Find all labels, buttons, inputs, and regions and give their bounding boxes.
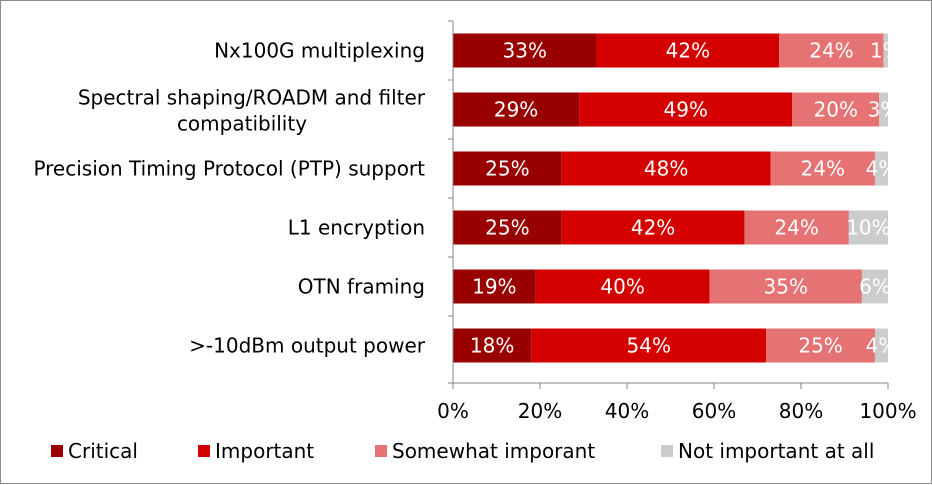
legend-label: Not important at all — [678, 439, 874, 463]
x-tick-label: 100% — [859, 399, 916, 423]
bar-value-label: 49% — [663, 98, 707, 122]
bar-value-label: 10% — [846, 216, 890, 240]
bar-segment — [770, 151, 875, 186]
legend-label: Somewhat imporant — [392, 439, 595, 463]
bar-segment — [579, 92, 793, 127]
bar-segment — [744, 210, 849, 245]
legend-swatch — [661, 445, 673, 457]
x-tick-label: 0% — [437, 399, 469, 423]
legend-swatch — [51, 445, 63, 457]
bar-value-label: 33% — [503, 39, 547, 63]
category-label: Precision Timing Protocol (PTP) support — [33, 157, 425, 181]
bar-value-label: 20% — [814, 98, 858, 122]
bar-segment — [792, 92, 880, 127]
bar-value-label: 35% — [764, 275, 808, 299]
bar-segment — [535, 269, 710, 304]
x-tick-label: 20% — [518, 399, 562, 423]
bar-value-label: 54% — [627, 334, 671, 358]
bar-segment — [453, 33, 597, 68]
bar-value-label: 3% — [868, 98, 900, 122]
bar-value-label: 18% — [470, 334, 514, 358]
legend-swatch — [198, 445, 210, 457]
bar-value-label: 25% — [798, 334, 842, 358]
bar-segment — [453, 328, 532, 363]
legend-label: Critical — [68, 439, 138, 463]
legend-swatch — [375, 445, 387, 457]
bar-value-label: 6% — [859, 275, 891, 299]
bar-segment — [883, 33, 888, 68]
bar-value-label: 24% — [809, 39, 853, 63]
bar-value-label: 19% — [472, 275, 516, 299]
bar-segment — [596, 33, 780, 68]
x-tick-label: 80% — [779, 399, 823, 423]
bar-value-label: 29% — [494, 98, 538, 122]
x-tick-label: 40% — [605, 399, 649, 423]
category-label: L1 encryption — [288, 216, 425, 240]
bar-segment — [453, 210, 562, 245]
x-tick-label: 60% — [692, 399, 736, 423]
bar-segment — [531, 328, 767, 363]
bar-value-label: 25% — [485, 216, 529, 240]
bar-value-label: 40% — [600, 275, 644, 299]
bar-segment — [453, 269, 536, 304]
category-label: Spectral shaping/ROADM and filter compati… — [78, 86, 426, 136]
bar-value-label: 4% — [866, 157, 898, 181]
bar-value-label: 42% — [666, 39, 710, 63]
bar-segment — [561, 151, 771, 186]
bar-segment — [879, 92, 888, 127]
legend-label: Important — [215, 439, 314, 463]
bar-segment — [453, 92, 580, 127]
bar-segment — [453, 151, 562, 186]
bar-segment — [766, 328, 875, 363]
bar-value-label: 24% — [801, 157, 845, 181]
bar-segment — [861, 269, 888, 304]
bar-segment — [874, 328, 888, 363]
bar-value-label: 42% — [631, 216, 675, 240]
category-label: >-10dBm output power — [189, 334, 426, 358]
bar-segment — [561, 210, 745, 245]
category-label: Nx100G multiplexing — [214, 39, 425, 63]
bar-value-label: 24% — [774, 216, 818, 240]
bar-value-label: 1% — [870, 39, 902, 63]
bar-value-label: 48% — [644, 157, 688, 181]
bar-segment — [848, 210, 888, 245]
bar-segment — [709, 269, 862, 304]
category-label: OTN framing — [298, 275, 425, 299]
bar-segment — [779, 33, 884, 68]
bar-value-label: 4% — [866, 334, 898, 358]
bar-value-label: 25% — [485, 157, 529, 181]
bar-segment — [874, 151, 888, 186]
